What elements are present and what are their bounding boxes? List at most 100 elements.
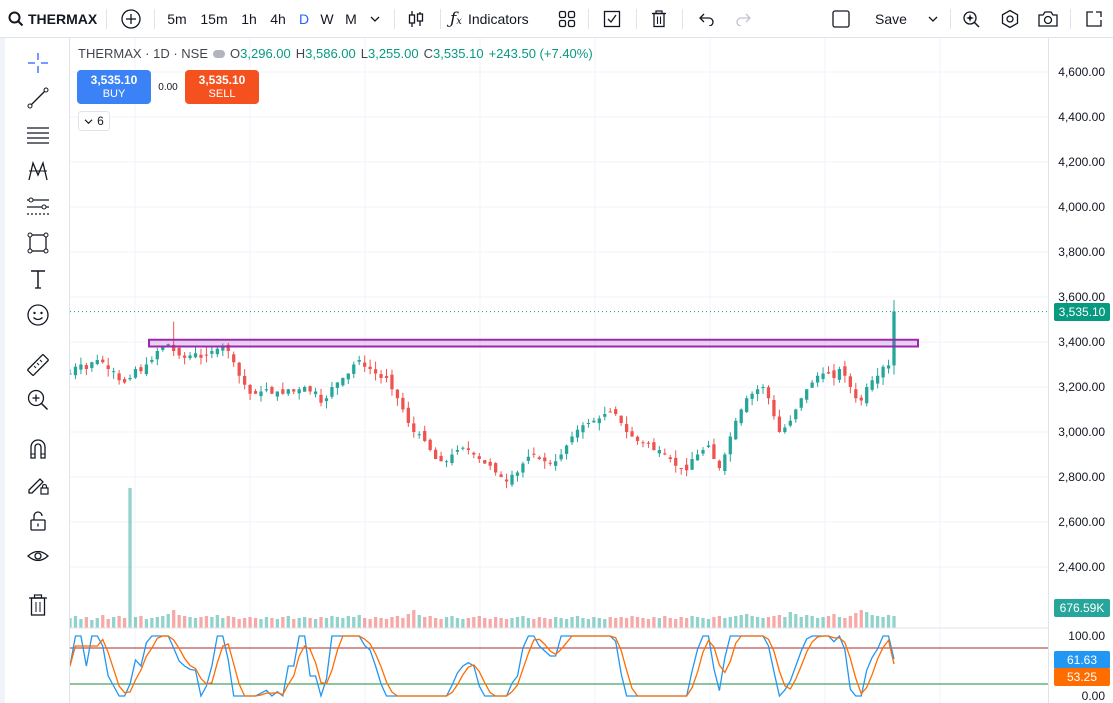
- hexagon-gear-icon: [1000, 9, 1020, 29]
- price-scale[interactable]: 4,600.00 4,400.00 4,200.00 4,000.00 3,800.00…: [1048, 38, 1113, 703]
- collapse-indicators-button[interactable]: 6: [78, 111, 110, 131]
- icons-tool[interactable]: [22, 302, 54, 332]
- buy-button[interactable]: 3,535.10 BUY: [77, 70, 151, 104]
- candle-body: [117, 373, 121, 381]
- candle-body: [275, 391, 280, 397]
- candle-body: [854, 389, 858, 399]
- volume-bar: [690, 616, 694, 628]
- price-chart[interactable]: [70, 38, 1048, 703]
- price-tick: 3,200.00: [1058, 380, 1105, 394]
- compare-symbol-button[interactable]: [118, 0, 144, 37]
- candle-body: [450, 454, 454, 464]
- checkbox-icon: [603, 10, 621, 28]
- interval-w[interactable]: W: [320, 10, 334, 27]
- legend-ohlc: O3,296.00: [230, 46, 291, 61]
- fullscreen-button[interactable]: [1080, 0, 1108, 37]
- volume-bar: [286, 616, 290, 628]
- candle-body: [635, 436, 640, 441]
- candle-body: [286, 389, 290, 394]
- magnet-icon: [26, 437, 50, 466]
- settings-button[interactable]: [996, 0, 1024, 37]
- hide-drawings-tool[interactable]: [22, 543, 54, 573]
- indicators-button[interactable]: ƒx Indicators: [450, 0, 542, 37]
- price-tick: 4,400.00: [1058, 110, 1105, 124]
- measure-tool[interactable]: [22, 352, 54, 382]
- volume-bar: [624, 618, 629, 628]
- interval-4h[interactable]: 4h: [270, 10, 286, 27]
- fib-tool[interactable]: [22, 122, 54, 152]
- interval-1h[interactable]: 1h: [241, 10, 257, 27]
- snapshot-button[interactable]: [1034, 0, 1062, 37]
- volume-bar: [433, 618, 438, 628]
- candle-body: [177, 347, 181, 356]
- sell-button[interactable]: 3,535.10 SELL: [185, 70, 259, 104]
- interval-15m[interactable]: 15m: [200, 10, 228, 27]
- text-tool[interactable]: [22, 266, 54, 296]
- candle-body: [881, 366, 885, 378]
- volume-bar: [368, 619, 372, 628]
- candle-body: [624, 424, 629, 432]
- candle-body: [597, 418, 601, 424]
- candle-body: [281, 389, 285, 394]
- price-tick: 3,600.00: [1058, 290, 1105, 304]
- volume-bar: [706, 619, 711, 628]
- volume-bar: [619, 617, 623, 628]
- trend-line-tool[interactable]: [22, 85, 54, 115]
- layout-button[interactable]: [828, 0, 854, 37]
- volume-bar: [281, 617, 285, 628]
- volume-bar: [695, 617, 700, 628]
- undo-button[interactable]: [694, 0, 720, 37]
- zoom-in-tool[interactable]: [22, 387, 54, 417]
- quick-search-button[interactable]: [958, 0, 984, 37]
- volume-bar: [395, 616, 400, 628]
- volume-bar: [815, 618, 820, 628]
- volume-bar: [401, 618, 405, 628]
- remove-drawings-button[interactable]: [646, 0, 672, 37]
- volume-bar: [390, 617, 394, 628]
- volume-bar: [417, 615, 421, 628]
- interval-d[interactable]: D: [298, 10, 310, 27]
- interval-5m[interactable]: 5m: [167, 10, 187, 27]
- remove-tool[interactable]: [22, 592, 54, 622]
- lock-drawing-mode-tool[interactable]: [22, 472, 54, 502]
- candle-body: [182, 355, 187, 358]
- save-button[interactable]: Save: [875, 10, 907, 27]
- interval-dropdown[interactable]: [366, 0, 384, 37]
- volume-bar: [188, 617, 192, 628]
- volume-bar: [259, 619, 263, 628]
- volume-bar: [663, 616, 667, 628]
- alert-button[interactable]: [598, 0, 626, 37]
- prediction-tool[interactable]: [22, 194, 54, 224]
- templates-button[interactable]: [554, 0, 580, 37]
- magnet-tool[interactable]: [22, 436, 54, 466]
- interval-m[interactable]: M: [345, 10, 357, 27]
- volume-bar: [630, 616, 634, 628]
- pattern-tool[interactable]: [22, 158, 54, 188]
- trash-icon: [651, 9, 667, 28]
- volume-bar: [150, 618, 154, 628]
- crosshair-tool[interactable]: [22, 50, 54, 80]
- shapes-tool[interactable]: [22, 230, 54, 260]
- volume-tag: 676.59K: [1054, 599, 1110, 617]
- volume-bar: [886, 615, 891, 628]
- visibility-toggle-icon[interactable]: [213, 49, 226, 58]
- candle-body: [79, 364, 83, 370]
- candle-body: [739, 409, 743, 424]
- redo-button[interactable]: [730, 0, 756, 37]
- candle-body: [570, 436, 574, 443]
- candle-body: [614, 409, 618, 414]
- save-dropdown[interactable]: [924, 0, 942, 37]
- candle-body: [859, 397, 863, 401]
- legend-change: +243.50 (+7.40%): [488, 46, 593, 61]
- lock-all-tool[interactable]: [22, 508, 54, 538]
- undo-icon: [699, 12, 715, 26]
- candle-body: [815, 375, 820, 383]
- left-edge-handle[interactable]: [0, 38, 5, 703]
- volume-bar: [204, 616, 209, 628]
- candle-body: [794, 409, 798, 420]
- chart-type-button[interactable]: [402, 0, 430, 37]
- volume-bar: [728, 617, 732, 628]
- candle-body: [248, 384, 252, 394]
- symbol-search-button[interactable]: THERMAX: [8, 0, 97, 37]
- volume-bar: [324, 618, 329, 628]
